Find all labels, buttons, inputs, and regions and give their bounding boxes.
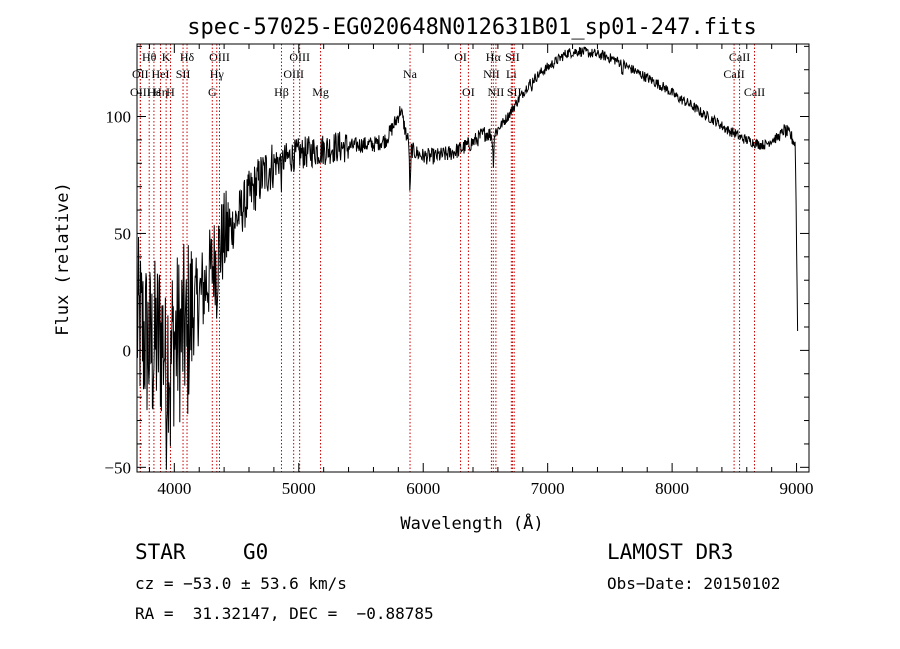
spectral-line-label: Hε [147,85,161,99]
spectral-line-label: OI [454,50,467,64]
plot-layer [136,46,799,470]
ra-dec: RA = 31.32147, DEC = −0.88785 [135,604,434,623]
x-tick-label: 5000 [282,479,316,498]
y-tick-label: 50 [114,224,131,243]
obs-date: Obs−Date: 20150102 [607,574,781,593]
spectral-line-label: OIII [283,67,304,81]
spectral-line-label: G [208,85,217,99]
spectral-line-label: Hγ [210,67,225,81]
spectral-line-label: SII [176,67,191,81]
spectral-line-label: OI [462,85,475,99]
spectral-line-label: Mg [312,85,329,99]
spectral-line-label: H [166,85,175,99]
spectral-line-label: SII [507,85,522,99]
spectral-line-label: Hβ [274,85,289,99]
spectral-line-label: OII [132,67,149,81]
x-tick-label: 7000 [531,479,565,498]
spectral-line-label: OIII [289,50,310,64]
ticks-layer: 4000 5000 6000 7000 8000 9000 −50 0 50 100 [104,44,814,498]
spectral-line-label: K [162,50,171,64]
x-tick-label: 9000 [780,479,814,498]
spectral-line-label: Hδ [180,50,195,64]
y-tick-label: 0 [123,341,132,360]
x-tick-label: 4000 [157,479,191,498]
spectral-line-label: Li [506,67,517,81]
spectral-line-label: CaII [723,67,744,81]
spectral-line-label: Hα [486,50,502,64]
spectral-line-label: HeI [152,67,170,81]
survey-name: LAMOST DR3 [607,540,734,564]
spectral-line-label: OIII [130,85,151,99]
chart-title: spec-57025-EG020648N012631B01_sp01-247.f… [187,15,757,40]
object-subclass: G0 [243,540,269,564]
y-tick-label: −50 [104,458,131,477]
spectral-line-label: NII [488,85,505,99]
spectral-line-label: OIII [209,50,230,64]
spectral-line-label: Hη [153,85,168,99]
spectral-line-label: CaII [744,85,765,99]
spectral-line-label: NII [483,67,500,81]
redshift-cz: cz = −53.0 ± 53.6 km/s [135,574,347,593]
spectral-line-label: CaII [729,50,750,64]
spectral-line-label: Hθ [142,50,157,64]
x-tick-label: 8000 [655,479,689,498]
x-axis-label: Wavelength (Å) [400,512,543,534]
spectral-line-label: SII [505,50,520,64]
flux-series-line [136,46,799,470]
plot-frame [136,43,810,473]
spectral-line-label: Na [403,67,418,81]
y-axis-label: Flux (relative) [53,182,73,336]
y-tick-label: 100 [106,108,132,127]
object-class: STAR [135,540,186,564]
x-tick-label: 6000 [406,479,440,498]
